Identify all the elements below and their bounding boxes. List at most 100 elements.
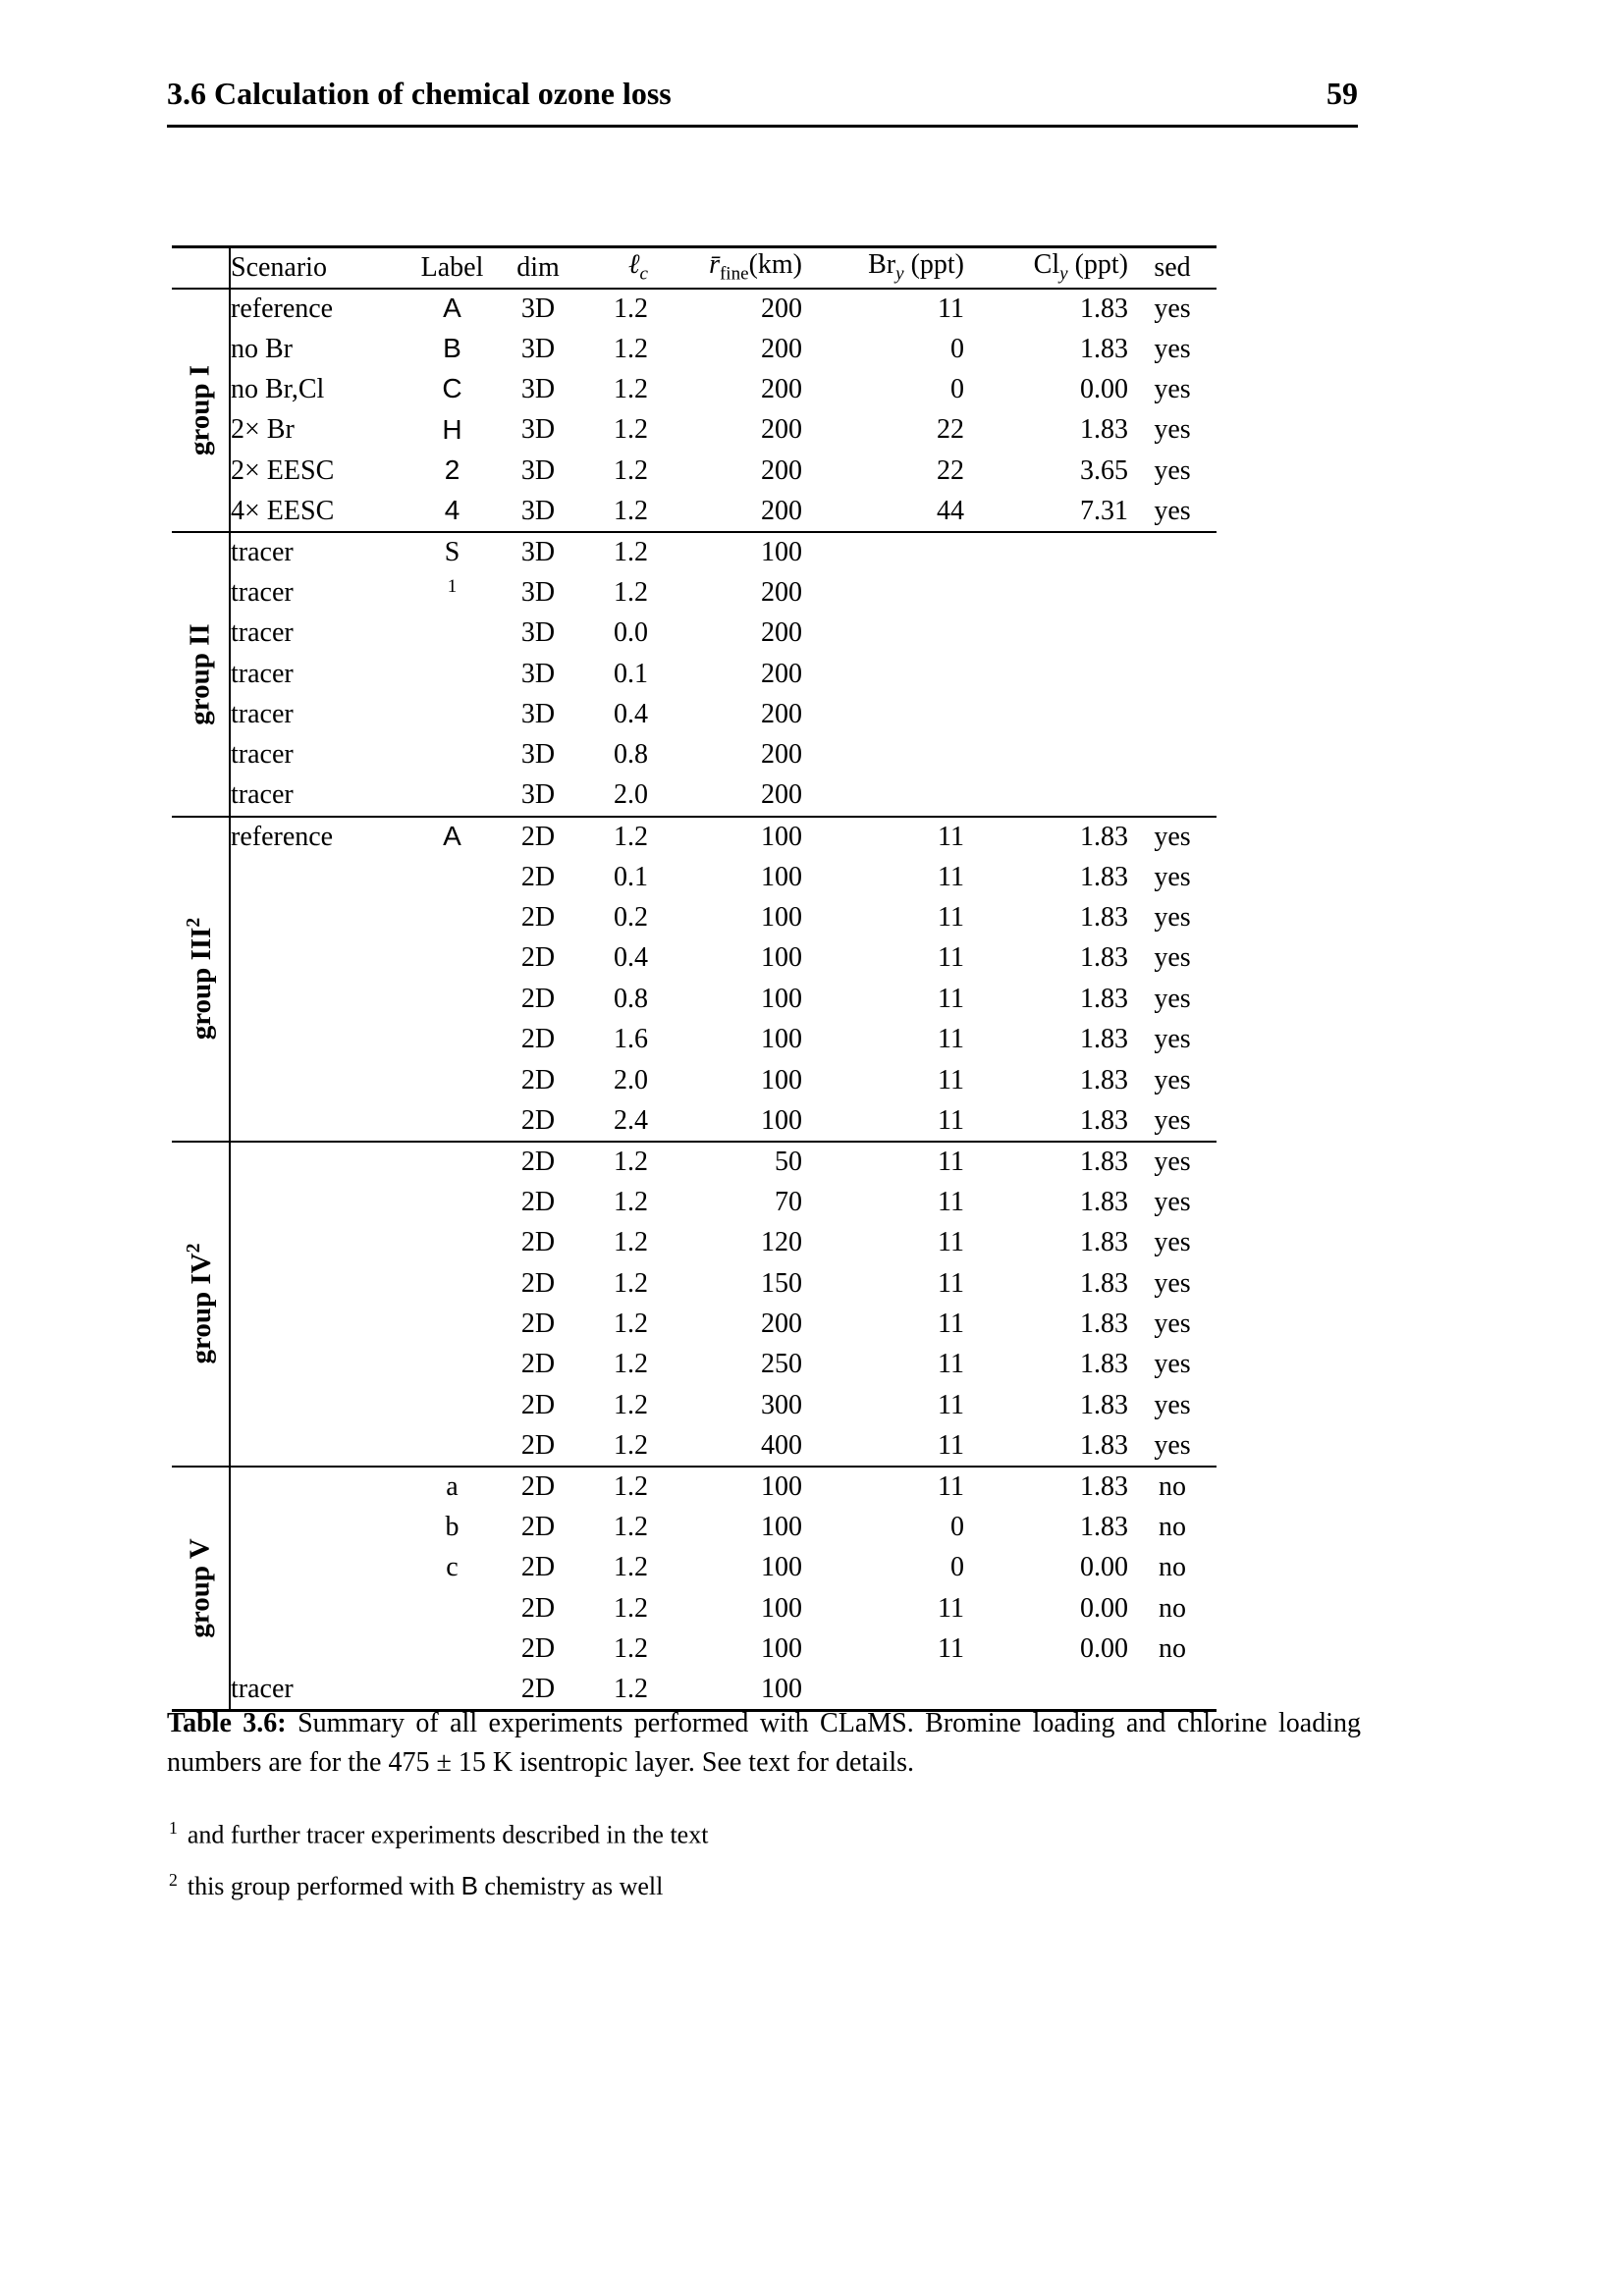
cell-cly: 3.65: [1080, 454, 1128, 486]
cell-dim: 3D: [485, 530, 591, 573]
cell-scenario: [230, 857, 419, 897]
cell-bry: 11: [938, 1389, 964, 1420]
cell-lc: 0.2: [614, 902, 648, 934]
cell-sed: [1128, 572, 1217, 613]
cell-cly: [964, 694, 1128, 734]
cell-dim: 2D: [520, 1227, 556, 1258]
cell-lc: 1.2: [614, 1227, 648, 1258]
cell-bry: 11: [938, 1024, 964, 1055]
cell-dim: 3D: [485, 287, 591, 329]
caption-title: Table 3.6:: [167, 1708, 287, 1738]
table-row: 2D 1.2 100 11 0.00 no: [172, 1629, 1217, 1669]
cell-bry: 11: [938, 1104, 964, 1136]
cell-label: [419, 1588, 485, 1629]
cell-rfine: 120: [761, 1227, 802, 1258]
cell-scenario: [230, 1060, 419, 1100]
cell-cly: 1.83: [1080, 1064, 1128, 1095]
cell-cly: 1.83: [1080, 1389, 1128, 1420]
cell-bry: 11: [938, 1429, 964, 1461]
cell-cly: [964, 614, 1128, 654]
table-row: tracer 3D 0.4 200: [172, 694, 1217, 734]
group-label: group I: [184, 364, 216, 455]
cell-sed: yes: [1154, 983, 1191, 1014]
cell-scenario: 4× EESC: [231, 495, 335, 526]
cell-label: [419, 938, 485, 979]
cell-label: a: [419, 1465, 485, 1508]
cell-label: [419, 1140, 485, 1183]
cell-rfine: 200: [761, 617, 802, 649]
table-row: 2D 1.2 300 11 1.83 yes: [172, 1385, 1217, 1425]
table-row: no Br,Cl C 3D 1.2 200 0 0.00 yes: [172, 369, 1217, 409]
cell-label: 4: [444, 495, 460, 526]
cell-sed: yes: [1154, 902, 1191, 934]
cell-sed: [1128, 735, 1217, 775]
cell-label: [419, 1263, 485, 1304]
cell-rfine: 50: [648, 1140, 802, 1183]
cell-rfine: 100: [761, 1064, 802, 1095]
cell-lc: 1.2: [591, 530, 648, 573]
experiments-table: Scenario Label dim ℓc r̄fine(km) Bry (ppt) Cly…: [172, 245, 1217, 1712]
cell-lc: 1.2: [614, 1511, 648, 1542]
cell-cly: 1.83: [1080, 1267, 1128, 1299]
cell-dim: 3D: [520, 333, 556, 364]
table-row: 2D 0.4 100 11 1.83 yes: [172, 938, 1217, 979]
table-row: tracer 3D 0.1 200: [172, 654, 1217, 694]
cell-dim: 2D: [520, 902, 556, 934]
cell-rfine: 200: [761, 739, 802, 771]
cell-lc: 1.2: [591, 1465, 648, 1508]
cell-dim: 2D: [485, 1465, 591, 1508]
cell-bry: 11: [802, 1465, 964, 1508]
cell-dim: 2D: [485, 815, 591, 857]
cell-dim: 2D: [520, 1592, 556, 1624]
cell-cly: 1.83: [1080, 942, 1128, 974]
footnote-marker: 2: [169, 1869, 178, 1890]
cell-cly: 1.83: [1080, 333, 1128, 364]
group-label: group V: [184, 1538, 216, 1638]
cell-sed: yes: [1154, 1104, 1191, 1136]
table-row: 2D 1.2 200 11 1.83 yes: [172, 1304, 1217, 1344]
cell-scenario: [230, 1304, 419, 1344]
group-label: group II: [184, 622, 216, 725]
cell-label: H: [442, 413, 462, 445]
cell-rfine: 200: [761, 699, 802, 730]
cell-lc: 1.6: [614, 1024, 648, 1055]
cell-label: [419, 1385, 485, 1425]
cell-bry: 11: [802, 287, 964, 329]
cell-rfine: 150: [761, 1267, 802, 1299]
table-row: 2D 0.2 100 11 1.83 yes: [172, 897, 1217, 937]
table-row: 2D 0.1 100 11 1.83 yes: [172, 857, 1217, 897]
cell-bry: 11: [938, 942, 964, 974]
cell-lc: 2.4: [614, 1104, 648, 1136]
cell-cly: 1.83: [1080, 1186, 1128, 1217]
cell-bry: 0: [950, 373, 964, 404]
table-row: 2D 1.2 70 11 1.83 yes: [172, 1182, 1217, 1222]
cell-cly: 1.83: [1080, 1024, 1128, 1055]
cell-rfine: 250: [761, 1349, 802, 1380]
cell-rfine: 100: [648, 1465, 802, 1508]
page-number: 59: [1326, 76, 1358, 111]
cell-scenario: no Br,Cl: [231, 373, 325, 404]
table-caption: Table 3.6: Summary of all experiments pe…: [167, 1704, 1361, 1783]
cell-cly: 1.83: [964, 1465, 1128, 1508]
cell-sed: yes: [1154, 861, 1191, 892]
cell-sed: yes: [1128, 1140, 1217, 1183]
cell-bry: 11: [938, 1227, 964, 1258]
cell-label: [419, 735, 485, 775]
cell-sed: yes: [1154, 1308, 1191, 1339]
cell-scenario: [230, 1465, 419, 1508]
group-label-cell: group I: [172, 287, 231, 532]
cell-dim: 2D: [520, 1429, 556, 1461]
cell-scenario: [230, 1425, 419, 1466]
cell-lc: 2.0: [614, 779, 648, 811]
cell-scenario: tracer: [231, 658, 294, 689]
cell-lc: 0.4: [614, 942, 648, 974]
footnote-marker: 1: [169, 1818, 178, 1838]
cell-dim: 2D: [520, 1673, 556, 1704]
cell-cly: 0.00: [1080, 1552, 1128, 1583]
cell-label: 1: [447, 575, 458, 597]
cell-dim: 3D: [520, 658, 556, 689]
cell-label: [419, 1222, 485, 1262]
cell-rfine: 400: [761, 1429, 802, 1461]
cell-label: 2: [444, 454, 460, 486]
